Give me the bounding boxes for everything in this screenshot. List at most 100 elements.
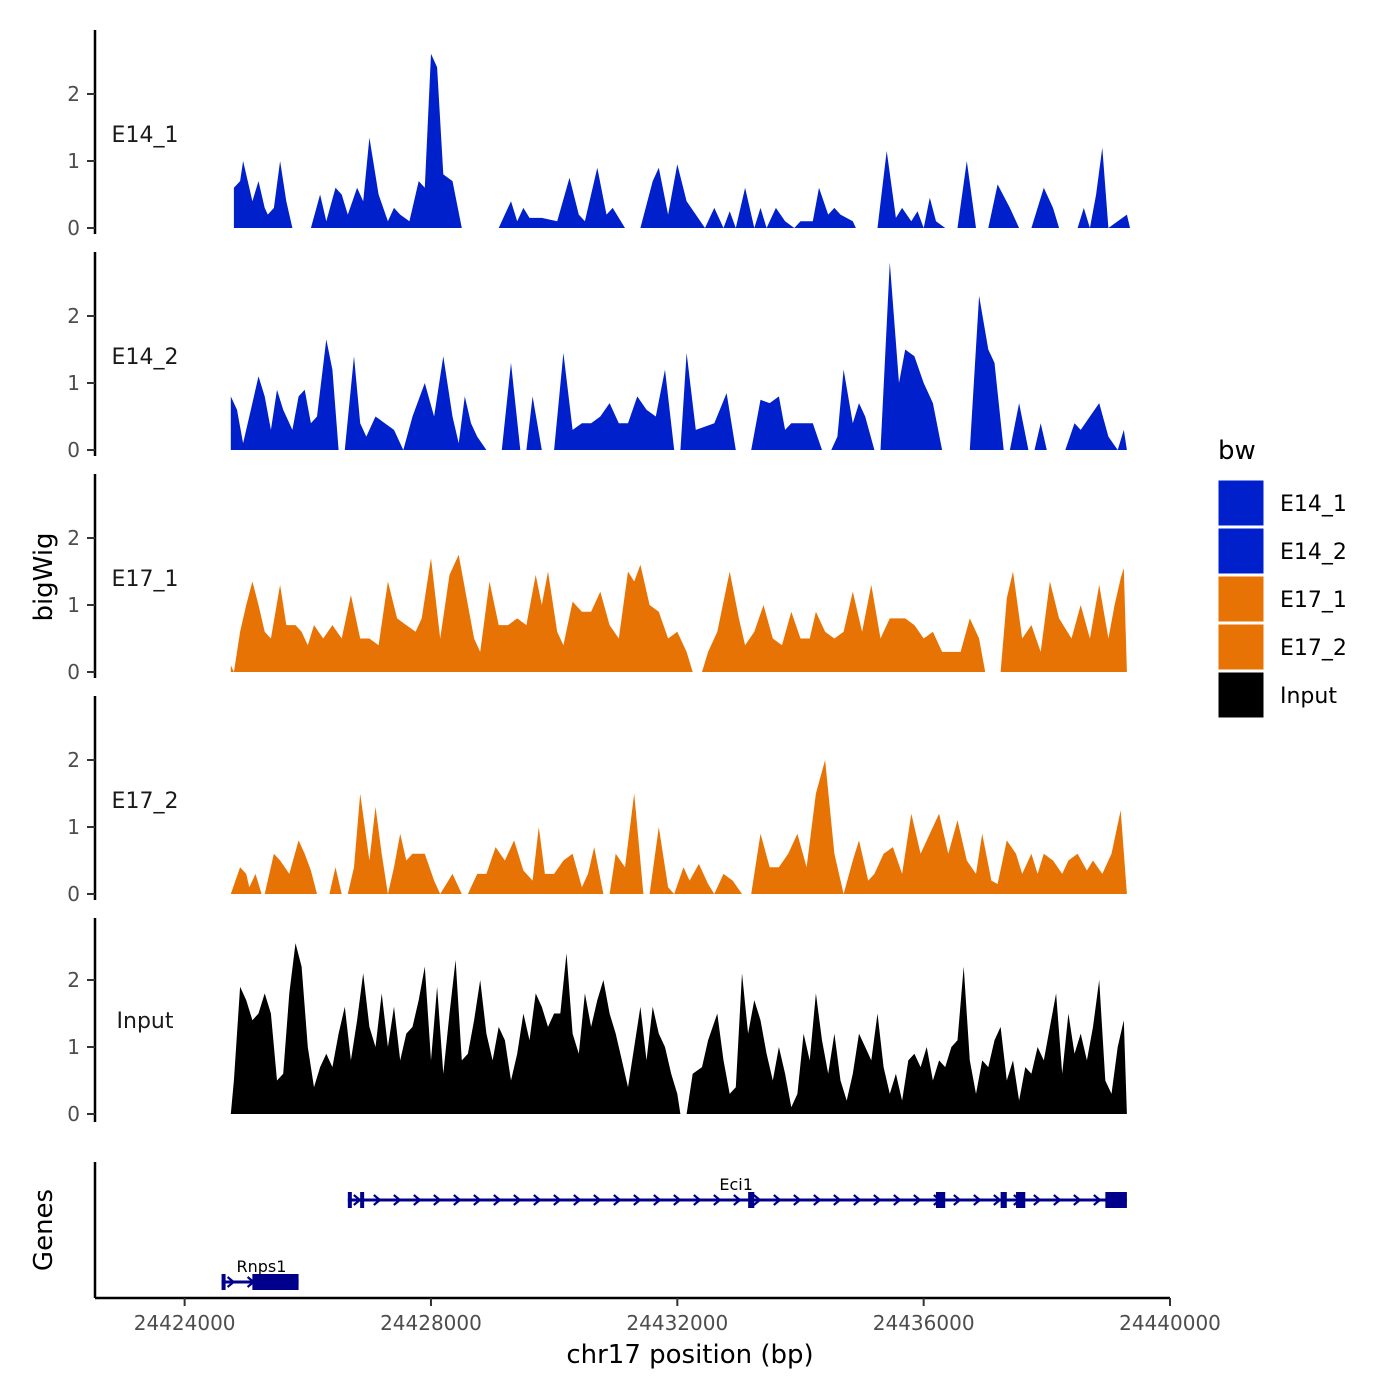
- signal-area-e17-1: [230, 554, 1127, 672]
- gene-eci1-exon: [748, 1192, 755, 1208]
- gene-eci1-exon: [1016, 1192, 1026, 1208]
- x-axis-title: chr17 position (bp): [566, 1340, 813, 1370]
- strand-arrow: [413, 1194, 422, 1206]
- strand-arrow: [433, 1194, 442, 1206]
- strand-arrow: [673, 1194, 682, 1206]
- strand-arrow: [1093, 1194, 1102, 1206]
- gene-eci1-label: Eci1: [719, 1175, 753, 1194]
- y-tick-label: 0: [67, 216, 80, 240]
- strand-arrow: [1073, 1194, 1082, 1206]
- legend-label-e17-1: E17_1: [1280, 588, 1347, 613]
- strand-arrow: [593, 1194, 602, 1206]
- track-e14-1-label: E14_1: [112, 123, 179, 148]
- y-tick-label: 2: [67, 748, 80, 772]
- strand-arrow: [693, 1194, 702, 1206]
- strand-arrow: [873, 1194, 882, 1206]
- y-tick-label: 1: [67, 1035, 80, 1059]
- strand-arrow: [913, 1194, 922, 1206]
- strand-arrow: [353, 1194, 362, 1206]
- x-tick-label: 24424000: [134, 1311, 236, 1335]
- strand-arrow: [973, 1194, 982, 1206]
- legend-title: bw: [1218, 436, 1256, 466]
- track-input-label: Input: [117, 1009, 174, 1034]
- gene-rnps1-label: Rnps1: [237, 1257, 287, 1276]
- track-e17-1-label: E17_1: [112, 567, 179, 592]
- strand-arrow: [573, 1194, 582, 1206]
- strand-arrow: [513, 1194, 522, 1206]
- strand-arrow: [773, 1194, 782, 1206]
- gene-eci1: Eci1: [347, 1175, 1127, 1208]
- y-tick-label: 1: [67, 371, 80, 395]
- strand-arrow: [833, 1194, 842, 1206]
- strand-arrow: [733, 1194, 742, 1206]
- strand-arrow: [393, 1194, 402, 1206]
- y-tick-label: 0: [67, 660, 80, 684]
- y-tick-label: 1: [67, 593, 80, 617]
- y-tick-label: 0: [67, 1102, 80, 1126]
- strand-arrow: [633, 1194, 642, 1206]
- x-tick-label: 24440000: [1119, 1311, 1221, 1335]
- signal-area-e14-1: [233, 53, 1130, 228]
- gene-rnps1-exon: [252, 1274, 299, 1290]
- strand-arrow: [1033, 1194, 1042, 1206]
- strand-arrow: [893, 1194, 902, 1206]
- strand-arrow: [453, 1194, 462, 1206]
- track-e14-2-label: E14_2: [112, 345, 179, 370]
- strand-arrow: [953, 1194, 962, 1206]
- strand-arrow: [813, 1194, 822, 1206]
- track-panels: 0 1 2 E14_1 0 1 2 E14_2 0 1 2 E17_1 0 1 2 E17_2 0 1 2 Input: [67, 30, 1130, 1126]
- legend-swatch-e17-2: [1217, 623, 1265, 671]
- gene-models: Eci1 Rnps1: [221, 1175, 1127, 1290]
- legend-label-e14-1: E14_1: [1280, 492, 1347, 517]
- y-tick-label: 2: [67, 526, 80, 550]
- y-tick-label: 2: [67, 82, 80, 106]
- y-tick-label: 2: [67, 304, 80, 328]
- track-e17-1: 0 1 2 E17_1: [67, 474, 1127, 684]
- legend-swatch-e14-1: [1217, 479, 1265, 527]
- strand-arrow: [753, 1194, 762, 1206]
- gene-rnps1-exon: [221, 1274, 226, 1290]
- y-tick-label: 0: [67, 438, 80, 462]
- legend-swatch-e17-1: [1217, 575, 1265, 623]
- x-axis: 24424000 24428000 24432000 24436000 24440000: [95, 1296, 1221, 1335]
- gene-eci1-exon: [347, 1192, 352, 1208]
- genes-panel: Eci1 Rnps1: [93, 1162, 1127, 1298]
- y-tick-label: 0: [67, 882, 80, 906]
- strand-arrow: [373, 1194, 382, 1206]
- y-tick-label: 2: [67, 968, 80, 992]
- gene-eci1-exon: [935, 1192, 946, 1208]
- legend-label-input: Input: [1280, 684, 1337, 709]
- legend-swatch-input: [1217, 671, 1265, 719]
- strand-arrow: [793, 1194, 802, 1206]
- strand-arrow: [493, 1194, 502, 1206]
- track-e17-2: 0 1 2 E17_2: [67, 696, 1127, 906]
- gene-rnps1: Rnps1: [221, 1257, 299, 1290]
- strand-arrow: [853, 1194, 862, 1206]
- legend: bw E14_1 E14_2 E17_1 E17_2 Input: [1217, 436, 1347, 719]
- strand-arrow: [613, 1194, 622, 1206]
- gene-eci1-exon: [1000, 1192, 1007, 1208]
- track-e17-2-label: E17_2: [112, 789, 179, 814]
- genes-axis-title: Genes: [29, 1189, 59, 1271]
- x-tick-label: 24428000: [380, 1311, 482, 1335]
- track-e14-1: 0 1 2 E14_1: [67, 30, 1130, 240]
- strand-arrow: [1053, 1194, 1062, 1206]
- y-tick-label: 1: [67, 815, 80, 839]
- signal-area-e17-2: [230, 760, 1127, 894]
- legend-label-e17-2: E17_2: [1280, 636, 1347, 661]
- x-tick-label: 24432000: [626, 1311, 728, 1335]
- x-tick-label: 24436000: [873, 1311, 975, 1335]
- track-e14-2: 0 1 2 E14_2: [67, 252, 1127, 462]
- strand-arrow: [226, 1276, 236, 1288]
- legend-items: E14_1 E14_2 E17_1 E17_2 Input: [1217, 479, 1347, 719]
- gene-eci1-exon: [1105, 1192, 1127, 1208]
- signal-area-input: [230, 943, 1127, 1114]
- legend-label-e14-2: E14_2: [1280, 540, 1347, 565]
- strand-arrow: [993, 1194, 1002, 1206]
- y-axis-title: bigWig: [29, 532, 59, 621]
- signal-area-e14-2: [230, 262, 1127, 450]
- y-tick-label: 1: [67, 149, 80, 173]
- strand-arrow: [533, 1194, 542, 1206]
- strand-arrow: [473, 1194, 482, 1206]
- gene-eci1-exon: [360, 1192, 365, 1208]
